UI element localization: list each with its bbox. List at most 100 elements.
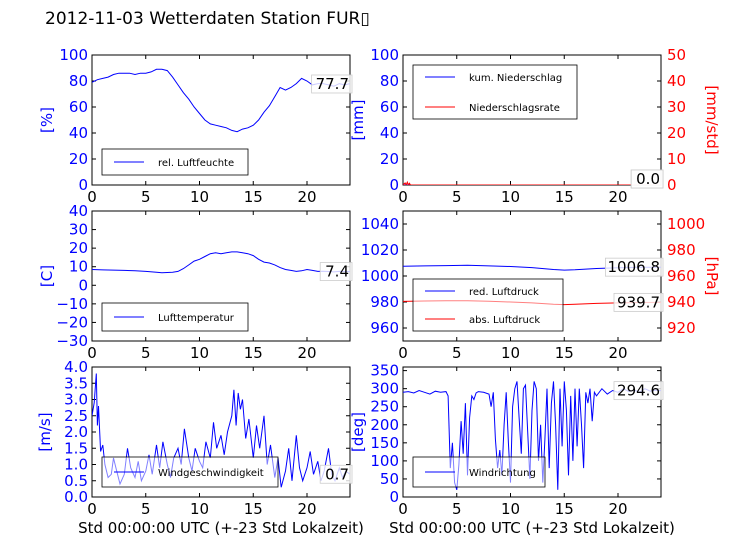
series-line-windrichtung: [403, 381, 661, 490]
y-tick-label: 1.0: [64, 456, 88, 474]
y-axis-label: [mm]: [349, 100, 367, 141]
chart-pressure: 0 5 10 15 20 960 980 1000 1020 1040 920 940 960 980 10…: [361, 210, 721, 362]
y2-tick-label: 980: [667, 241, 696, 259]
y-axis-label: [m/s]: [36, 412, 54, 451]
legend-label: Niederschlagsrate: [469, 103, 560, 114]
last-value-label: 7.4: [325, 263, 349, 281]
last-value-box: [630, 169, 664, 189]
y-tick-label: 980: [370, 293, 399, 311]
last-value-box: [613, 292, 664, 312]
y2-tick-label: 50: [667, 46, 686, 64]
y-axis-label: [deg]: [349, 412, 367, 452]
x-tick-label: 5: [141, 344, 151, 362]
y-axis-label: [C]: [38, 265, 56, 287]
last-value-box: [319, 464, 353, 484]
y-axis-label: [%]: [38, 107, 56, 133]
y2-tick-label: 940: [667, 293, 696, 311]
y-tick-label: 80: [380, 72, 399, 90]
x-tick-label: 0: [398, 500, 408, 518]
legend-label: kum. Niederschlag: [469, 73, 562, 84]
legend-label: rel. Luftfeuchte: [158, 158, 234, 169]
y2-tick-label: 10: [667, 150, 686, 168]
legend: Windrichtung: [412, 456, 546, 488]
legend-label: Windrichtung: [469, 468, 536, 479]
x-tick-label: 5: [141, 188, 151, 206]
legend-label: Windgeschwindigkeit: [158, 468, 264, 479]
y-tick-label: 250: [370, 398, 399, 416]
y2-tick-label: 20: [667, 124, 686, 142]
chart-temperature: 0 5 10 15 20−30−20−10010203040[C]Lufttempera…: [38, 202, 353, 362]
x-tick-label: 10: [190, 500, 209, 518]
x-axis-label: Std 00:00:00 UTC (+-23 Std Lokalzeit): [389, 519, 675, 537]
y-tick-label: 1.5: [64, 439, 88, 457]
legend: Lufttemperatur: [101, 302, 249, 332]
last-value-box: [319, 262, 353, 281]
y2-axis-label: [hPa]: [703, 257, 721, 296]
last-value-label: 0.7: [325, 465, 349, 483]
y-tick-label: 60: [69, 98, 88, 116]
figure-title: 2012-11-03 Wetterdaten Station FUR▯: [45, 9, 370, 29]
y-tick-label: 3.0: [64, 391, 88, 409]
y2-tick-label: 40: [667, 72, 686, 90]
legend-box: [412, 278, 564, 332]
x-tick-label: 20: [297, 188, 316, 206]
x-tick-label: 20: [297, 344, 316, 362]
y-tick-label: 100: [370, 452, 399, 470]
x-tick-label: 0: [398, 344, 408, 362]
legend-label: abs. Luftdruck: [469, 315, 540, 326]
y-tick-label: 960: [370, 319, 399, 337]
chart-windspeed: 0 5 10 15 20 0.00.51.01.52.02.53.03.54.0 [m/s]…: [36, 358, 364, 537]
x-tick-label: 10: [501, 188, 520, 206]
y-tick-label: 1000: [361, 267, 399, 285]
legend: kum. Niederschlag Niederschlagsrate: [412, 64, 578, 120]
y-tick-label: 0: [389, 176, 399, 194]
legend-label: Lufttemperatur: [158, 313, 235, 324]
y-tick-label: 1040: [361, 215, 399, 233]
y-tick-label: 300: [370, 380, 399, 398]
y-tick-label: 60: [380, 98, 399, 116]
x-tick-label: 15: [555, 188, 574, 206]
legend-box: [412, 64, 578, 120]
y-tick-label: 200: [370, 416, 399, 434]
series-line-lufttemperatur: [92, 251, 350, 274]
y2-tick-label: 1000: [667, 215, 705, 233]
x-tick-label: 15: [244, 188, 263, 206]
y2-tick-label: 0: [667, 176, 677, 194]
series-line-rel-luftfeuchte: [92, 68, 350, 133]
x-tick-label: 15: [244, 500, 263, 518]
y-tick-label: 80: [69, 72, 88, 90]
chart-humidity: 0 5 10 15 20 0 20 40 60 80 100 [%] rel. Luftfeuchte 7…: [38, 46, 353, 206]
x-tick-label: 15: [244, 344, 263, 362]
x-tick-label: 20: [608, 500, 627, 518]
y-tick-label: 20: [69, 239, 88, 257]
y2-axis-label: [mm/std]: [703, 85, 721, 154]
y-tick-label: 0.0: [64, 488, 88, 506]
y2-tick-label: 960: [667, 267, 696, 285]
last-value-label: 939.7: [617, 293, 660, 311]
y-tick-label: 0: [389, 488, 399, 506]
y-tick-label: 1020: [361, 241, 399, 259]
legend: red. Luftdruck abs. Luftdruck: [412, 278, 564, 332]
y-tick-label: 2.5: [64, 407, 88, 425]
y-tick-label: −10: [56, 295, 88, 313]
chart-precip: 0 5 10 15 20 0 20 40 60 80 100 [mm] 0 10 20 30 40 50 [mm/s…: [349, 46, 721, 206]
x-tick-label: 0: [87, 188, 97, 206]
y-tick-label: 0.5: [64, 472, 88, 490]
x-tick-label: 0: [87, 500, 97, 518]
y-tick-label: 3.5: [64, 374, 88, 392]
y-tick-label: 40: [380, 124, 399, 142]
x-tick-label: 20: [608, 344, 627, 362]
y-tick-label: 2.0: [64, 423, 88, 441]
x-tick-label: 0: [398, 188, 408, 206]
y-tick-label: 40: [69, 202, 88, 220]
legend: rel. Luftfeuchte: [101, 148, 249, 176]
last-value-box: [311, 74, 353, 94]
x-tick-label: 20: [608, 188, 627, 206]
x-tick-label: 10: [501, 344, 520, 362]
y-tick-label: 10: [69, 258, 88, 276]
x-tick-label: 15: [555, 500, 574, 518]
last-value-box: [613, 381, 664, 401]
x-tick-label: 15: [555, 344, 574, 362]
